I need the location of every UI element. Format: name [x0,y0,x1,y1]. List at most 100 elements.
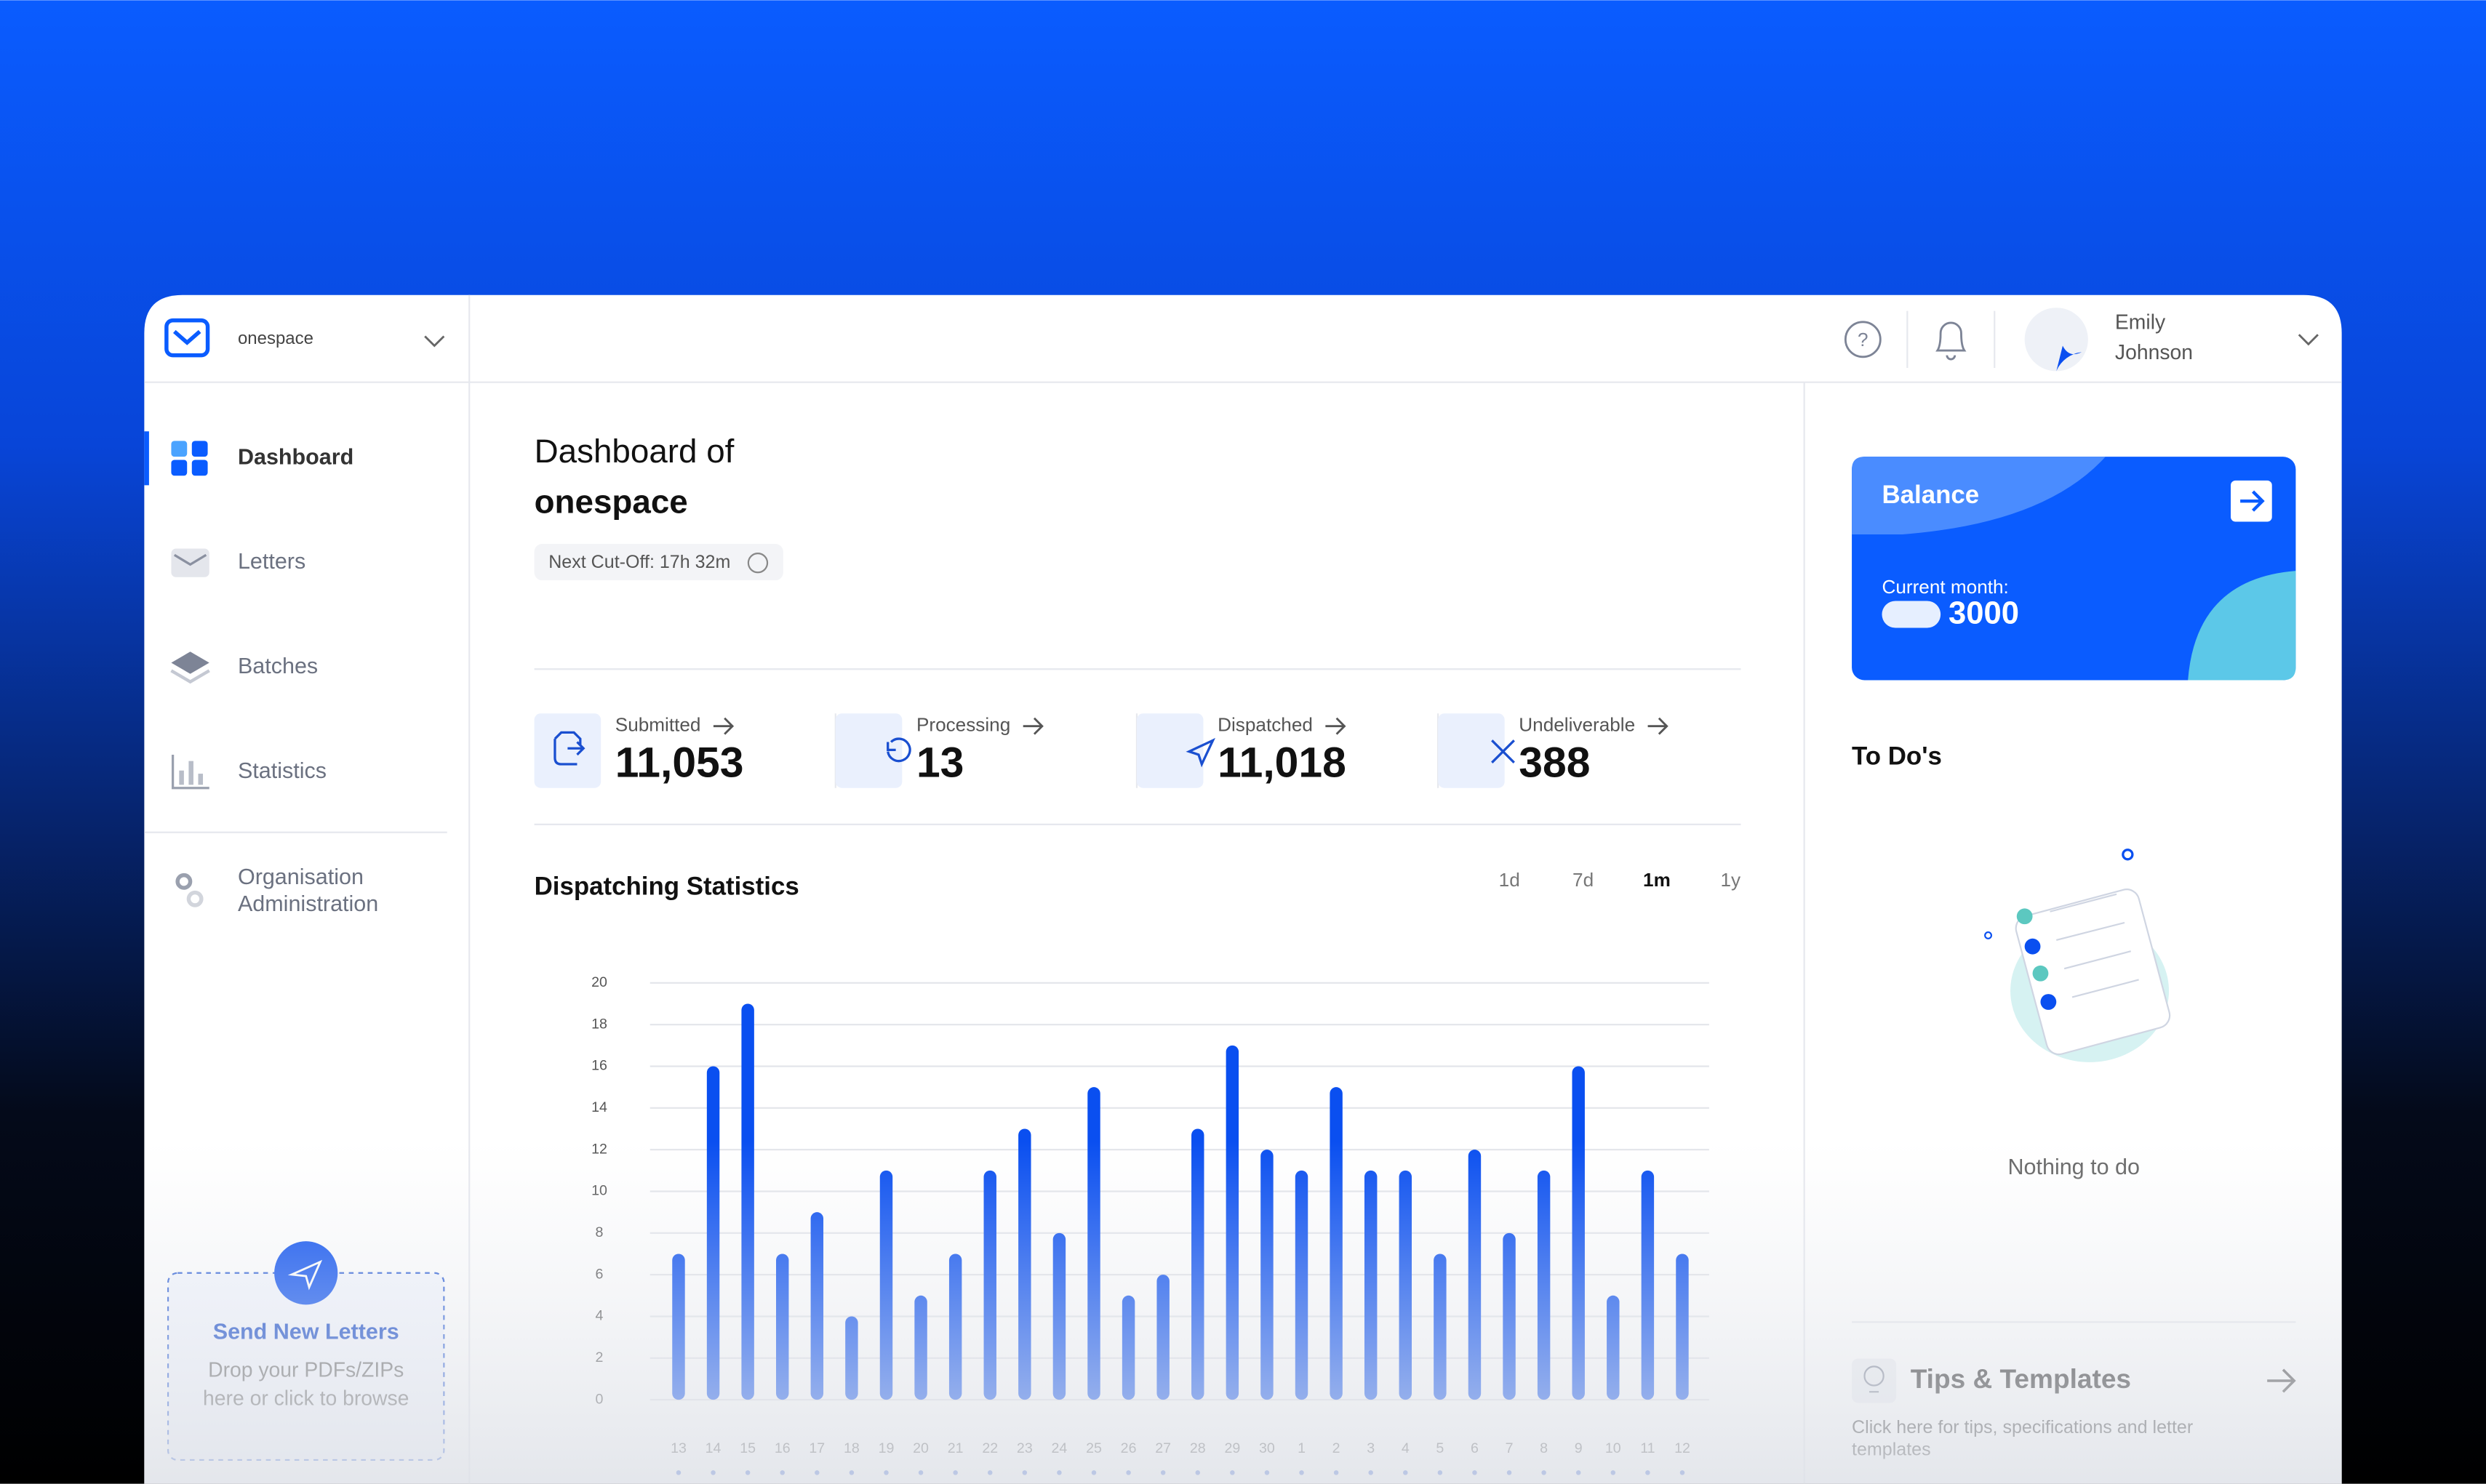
nav-statistics[interactable]: Statistics [171,754,327,790]
balance-value: 3000 [1949,596,2019,631]
stat-card[interactable]: Processing 13 [835,713,1044,788]
range-option[interactable]: 7d [1572,869,1594,891]
bar [1572,1066,1585,1400]
tips-text: Click here for tips, specifications and … [1852,1417,2193,1437]
x-dot [1195,1470,1201,1475]
bar [948,1254,962,1400]
user-last: Johnson [2115,341,2193,364]
bar [1260,1150,1274,1400]
stat-value: 11,053 [615,739,744,787]
range-option[interactable]: 1d [1499,869,1520,891]
x-tick-label: 8 [1540,1440,1548,1456]
x-tick-label: 9 [1575,1440,1583,1456]
x-dot [1091,1470,1097,1475]
stat-card[interactable]: Submitted 11,053 [534,713,744,788]
range-option[interactable]: 1y [1720,869,1741,891]
balance-card[interactable]: Balance Current month: 3000 [1852,457,2296,681]
x-dot [953,1470,958,1475]
help-button[interactable]: ? [1844,321,1882,358]
active-indicator [144,431,149,486]
balance-label: Current month: [1882,576,2008,598]
x-tick-label: 23 [1017,1440,1033,1456]
stat-card[interactable]: Dispatched 11,018 [1136,713,1346,788]
y-tick-label: 18 [591,1016,607,1032]
nav-batches[interactable]: Batches [170,651,318,684]
heading-org: onespace [535,484,688,521]
x-dot [1160,1470,1166,1475]
y-tick-label: 16 [591,1058,607,1074]
x-dot [1230,1470,1235,1475]
user-first: Emily [2115,311,2166,334]
cutoff-pill [534,544,783,581]
upload-box[interactable]: Send New Letters Drop your PDFs/ZIPs her… [167,1241,445,1461]
x-dot [1610,1470,1616,1475]
x-dot [918,1470,924,1475]
x-tick-label: 12 [1674,1440,1690,1456]
x-tick-label: 26 [1121,1440,1137,1456]
x-tick-label: 24 [1052,1440,1068,1456]
x-dot [849,1470,855,1475]
org-switcher[interactable]: onespace [164,318,445,358]
x-tick-label: 20 [913,1440,929,1456]
stat-icon-bg [534,713,601,788]
x-tick-label: 1 [1298,1440,1306,1456]
bar [845,1316,858,1400]
svg-text:?: ? [1858,329,1869,350]
bar [1052,1232,1066,1400]
user-menu[interactable]: Emily Johnson [2024,308,2319,372]
bar [1156,1275,1170,1400]
x-dot [1506,1470,1512,1475]
x-dot [1368,1470,1373,1475]
x-dot [1403,1470,1408,1475]
y-tick-label: 4 [596,1308,604,1324]
todo-title: To Do's [1852,742,1942,771]
x-dot [1575,1470,1581,1475]
x-dot [1437,1470,1443,1475]
x-tick-label: 14 [706,1440,722,1456]
bar [1607,1295,1620,1400]
x-dot [1057,1470,1062,1475]
nav-label: Administration [238,891,378,916]
nav-letters[interactable]: Letters [171,548,305,577]
x-tick-label: 22 [982,1440,998,1456]
bar [810,1212,824,1400]
x-tick-label: 25 [1086,1440,1102,1456]
info-icon[interactable] [747,553,769,574]
bar [1537,1170,1551,1400]
x-tick-label: 5 [1436,1440,1444,1456]
y-tick-label: 12 [591,1141,607,1157]
notifications-button[interactable] [1935,321,1967,361]
stat-arrow [713,717,735,735]
y-tick-label: 10 [591,1183,607,1199]
x-dot [1645,1470,1650,1475]
stat-value: 11,018 [1218,739,1346,787]
stat-icon [553,731,585,766]
x-tick-label: 10 [1605,1440,1621,1456]
bar [1399,1170,1412,1400]
x-dot [745,1470,751,1475]
x-tick-label: 3 [1367,1440,1375,1456]
stat-arrow [1023,717,1044,735]
bar [1503,1232,1516,1400]
x-dot [1299,1470,1304,1475]
stat-icon-bg [1438,713,1505,788]
x-dot [780,1470,786,1475]
bar [1191,1128,1204,1400]
x-dot [987,1470,993,1475]
bar [1122,1295,1135,1400]
nav-label: Letters [238,549,305,574]
chart-title: Dispatching Statistics [535,872,799,900]
y-tick-label: 0 [596,1391,604,1407]
x-dot [1472,1470,1477,1475]
stat-icon-bg [1136,713,1204,788]
x-tick-label: 2 [1332,1440,1340,1456]
bar [1087,1087,1100,1400]
x-dot [884,1470,889,1475]
range-option[interactable]: 1m [1643,869,1671,891]
x-tick-label: 19 [879,1440,895,1456]
empty-illustration [1984,849,2171,1062]
stat-card[interactable]: Undeliverable 388 [1438,713,1668,788]
nav-dashboard[interactable]: Dashboard [171,441,353,476]
stat-label: Processing [916,714,1010,736]
nav-admin[interactable]: Organisation Administration [175,865,378,916]
